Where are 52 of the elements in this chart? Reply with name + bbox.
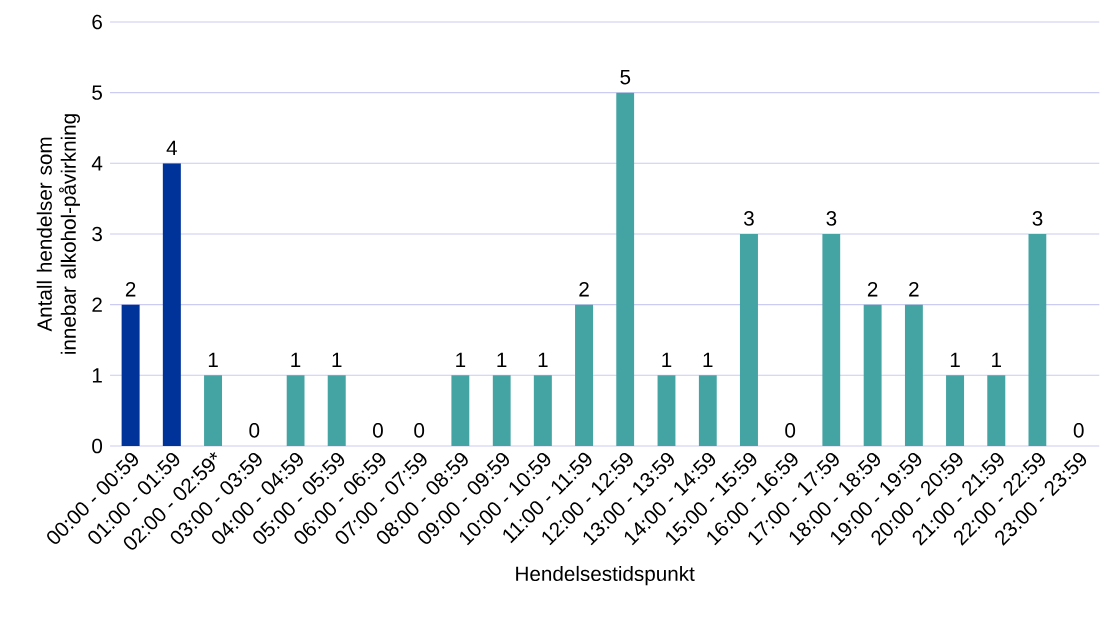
data-label: 0	[249, 423, 260, 438]
bar	[822, 233, 841, 446]
data-label: 4	[166, 140, 177, 156]
bar	[121, 304, 140, 446]
bar	[286, 375, 305, 446]
bar	[162, 163, 181, 446]
data-label: 0	[1073, 423, 1084, 438]
data-label: 3	[744, 211, 754, 226]
bar	[1028, 233, 1047, 446]
data-label: 1	[291, 352, 301, 368]
bar	[533, 375, 552, 446]
data-label: 0	[785, 423, 796, 438]
data-label: 1	[332, 352, 342, 368]
bar	[575, 304, 594, 446]
bar	[451, 375, 470, 446]
y-axis-title: Antall hendelser som innebar alkohol-påvirkning	[36, 114, 80, 354]
data-label: 3	[1032, 211, 1043, 226]
bar	[698, 375, 717, 446]
data-label: 1	[662, 352, 672, 368]
bar	[327, 375, 346, 446]
bar	[492, 375, 511, 446]
y-tick-label: 1	[92, 368, 102, 383]
y-tick-label: 4	[91, 156, 103, 171]
y-tick-label: 5	[92, 85, 102, 100]
data-label: 0	[373, 423, 383, 438]
bar	[946, 375, 965, 446]
data-label: 2	[867, 281, 878, 297]
data-label: 1	[497, 352, 507, 368]
data-label: 1	[703, 352, 713, 368]
data-label: 1	[992, 352, 1002, 368]
y-tick-label: 2	[92, 297, 102, 312]
bar	[863, 304, 882, 446]
data-label: 3	[826, 211, 837, 226]
data-label: 0	[414, 423, 425, 438]
data-label: 1	[538, 352, 548, 368]
bar	[657, 375, 676, 446]
bar	[616, 92, 635, 446]
data-label: 2	[909, 281, 919, 297]
bar	[739, 233, 758, 446]
bar	[987, 375, 1006, 446]
data-label: 5	[620, 69, 631, 85]
x-axis-title: Hendelsestidspunkt	[516, 565, 695, 586]
data-label: 2	[579, 281, 589, 297]
data-label: 1	[950, 352, 960, 368]
data-label: 1	[456, 352, 466, 368]
bar	[204, 375, 223, 446]
y-tick-label: 6	[92, 14, 102, 30]
data-label: 2	[125, 281, 136, 297]
data-label: 1	[208, 352, 218, 368]
y-tick-label: 0	[92, 438, 103, 454]
y-tick-label: 3	[92, 226, 102, 242]
bar	[904, 304, 923, 446]
